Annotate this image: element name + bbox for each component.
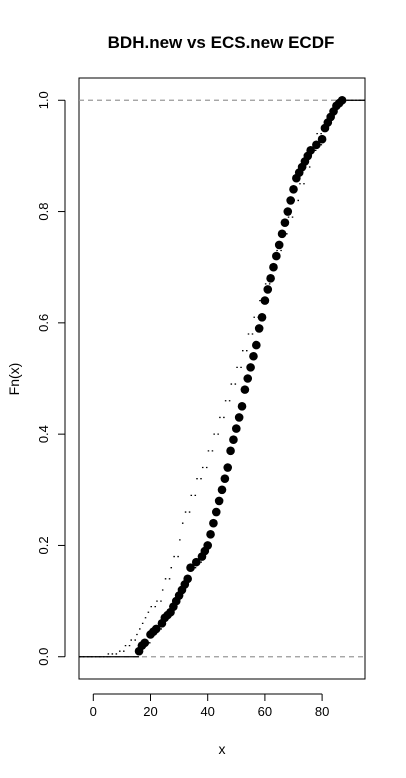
series-0-point — [281, 218, 290, 227]
series-0-point — [318, 135, 327, 144]
series-0-point — [283, 207, 292, 216]
plot-frame — [79, 78, 365, 679]
x-tick-label: 20 — [143, 704, 157, 719]
x-axis-label: x — [219, 741, 226, 757]
series-0-point — [272, 252, 281, 261]
series-0-point — [275, 241, 284, 250]
series-0-point — [183, 575, 192, 584]
y-tick-label: 0.2 — [36, 536, 51, 554]
reference-lines — [79, 100, 365, 656]
series-0-point — [243, 374, 252, 383]
axes: 0 20 40 60 80 0.0 0.2 0.4 0.6 0.8 1.0 — [36, 91, 329, 719]
x-tick-label: 0 — [90, 704, 97, 719]
series-0-point — [249, 352, 258, 361]
series-0-point — [269, 263, 278, 272]
series-0-point — [206, 530, 215, 539]
series-0-point — [241, 385, 250, 394]
series-0-step-line — [79, 100, 365, 656]
series-0-point — [209, 519, 218, 528]
series-0-point — [263, 285, 272, 294]
series-0-point — [246, 363, 255, 372]
series-0-point — [232, 424, 241, 433]
series-0-point — [266, 274, 275, 283]
series-0-point — [289, 185, 298, 194]
series-0-point — [252, 341, 261, 350]
series-0-point — [215, 497, 224, 506]
series-0-point — [261, 296, 270, 305]
x-tick-label: 40 — [200, 704, 214, 719]
y-tick-label: 1.0 — [36, 91, 51, 109]
series-0-point — [338, 96, 347, 105]
y-axis-label: Fn(x) — [6, 363, 22, 396]
series-1-step-line — [79, 100, 365, 656]
series-0-point — [238, 402, 247, 411]
x-tick-label: 60 — [258, 704, 272, 719]
series-0-point — [223, 463, 232, 472]
series-0-point — [235, 413, 244, 422]
series-0-point — [255, 324, 264, 333]
series-0-point — [229, 435, 238, 444]
chart-title: BDH.new vs ECS.new ECDF — [108, 33, 335, 52]
series-0-point — [203, 541, 212, 550]
y-tick-label: 0.4 — [36, 425, 51, 443]
series-0-point — [221, 474, 230, 483]
series-0-point — [218, 485, 227, 494]
series-0-point — [258, 313, 267, 322]
y-tick-label: 0.8 — [36, 203, 51, 221]
series-0-point — [212, 508, 221, 517]
series-0-point — [226, 447, 235, 456]
x-tick-label: 80 — [315, 704, 329, 719]
y-tick-label: 0.0 — [36, 648, 51, 666]
series-0-point — [140, 639, 149, 648]
series-layer — [79, 96, 365, 657]
y-tick-label: 0.6 — [36, 314, 51, 332]
